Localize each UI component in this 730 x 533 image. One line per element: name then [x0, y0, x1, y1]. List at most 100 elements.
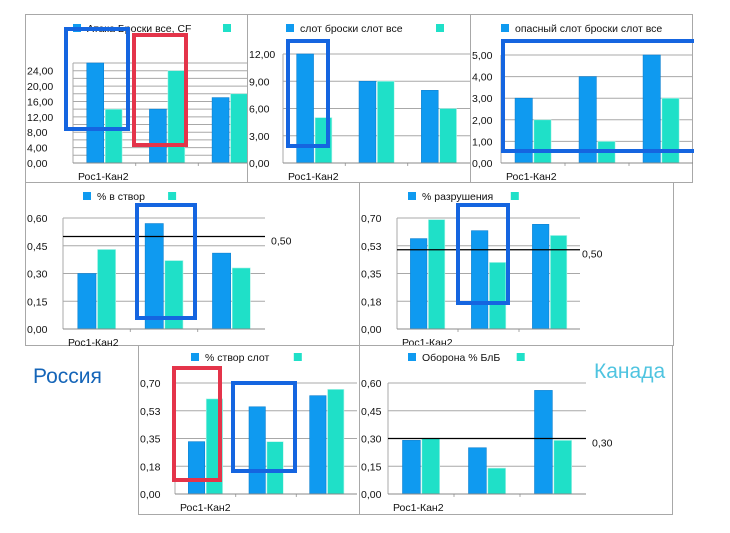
bar-attack-s1-c2: [230, 93, 248, 164]
legend-label-primary: Оборона % БлБ: [422, 352, 500, 364]
legend-swatch-secondary: [223, 24, 231, 32]
chart-svg-defense: Оборона % БлБ 0,00 0,15 0,30 0,45 0,60 Рос1-Ка…: [361, 352, 613, 514]
y-tick-label: 0,53: [140, 406, 161, 418]
y-tick-label: 8,00: [27, 127, 48, 139]
y-tick-label: 0,00: [140, 489, 161, 501]
x-category-label: Рос1-Кан2: [288, 171, 339, 183]
y-tick-label: 0,45: [361, 406, 382, 418]
y-tick-label: 20,00: [27, 81, 53, 93]
legend-label-primary: % разрушения: [422, 191, 493, 203]
y-tick-label: 12,00: [27, 112, 53, 124]
y-tick-label: 0,30: [361, 434, 382, 446]
bar-defense-s0-c0: [402, 440, 421, 495]
y-tick-label: 0,00: [27, 324, 48, 336]
y-tick-label: 0,60: [27, 213, 48, 225]
chart-svg-on_target_slot: % створ слот 0,00 0,18 0,35 0,53 0,70 Рос1-Кан…: [140, 352, 357, 514]
bar-attack-s0-c0: [86, 62, 105, 164]
bar-on_target_slot-s1-c2: [327, 389, 345, 495]
y-tick-label: 0,00: [361, 324, 382, 336]
bar-defense-s0-c1: [468, 447, 487, 495]
chart-svg-dangerous_slot: опасный слот броски слот все 0,00 1,00 2,00…: [472, 23, 694, 183]
threshold-label: 0,50: [582, 249, 603, 261]
y-tick-label: 0,53: [361, 241, 382, 253]
y-tick-label: 0,30: [27, 269, 48, 281]
chart-panel-on-target: % в створ 0,00 0,15 0,30 0,45 0,60 Рос1-Кан2 0,…: [25, 182, 360, 347]
bar-on_target_slot-s1-c1: [266, 441, 284, 495]
legend-swatch-secondary: [516, 353, 525, 361]
bar-dangerous_slot-s1-c2: [661, 97, 680, 164]
y-tick-label: 0,00: [361, 489, 382, 501]
legend-label-primary: Атака Броски все, CF: [87, 23, 191, 35]
chart-panel-slot-shots: слот броски слот все 0,00 3,00 6,00 9,00 12,0…: [247, 14, 471, 183]
y-tick-label: 3,00: [249, 131, 270, 143]
y-tick-label: 0,15: [27, 296, 48, 308]
y-tick-label: 0,00: [472, 158, 493, 170]
highlight-box-blue: [456, 203, 510, 305]
y-tick-label: 6,00: [249, 104, 270, 116]
y-tick-label: 0,70: [140, 378, 161, 390]
bar-on_target-s1-c2: [231, 267, 251, 330]
bar-slot_shots-s1-c2: [439, 108, 457, 164]
y-tick-label: 3,00: [472, 93, 493, 105]
bar-on_target-s1-c0: [97, 249, 116, 330]
highlight-box-red: [172, 366, 222, 482]
threshold-label: 0,50: [271, 236, 292, 248]
y-tick-label: 0,60: [361, 378, 382, 390]
legend-swatch-primary: [408, 353, 416, 361]
legend-label-primary: % в створ: [97, 191, 145, 203]
chart-svg-destruction: % разрушения 0,00 0,18 0,35 0,53 0,70 Рос1-Кан…: [361, 191, 603, 347]
bar-defense-s1-c1: [487, 467, 506, 495]
bar-dangerous_slot-s1-c0: [533, 119, 552, 164]
bar-attack-s1-c0: [104, 108, 123, 164]
y-tick-label: 9,00: [249, 76, 270, 88]
legend-swatch-primary: [286, 24, 294, 32]
legend-swatch-primary: [83, 192, 91, 200]
y-tick-label: 5,00: [472, 50, 493, 62]
bar-slot_shots-s0-c1: [358, 80, 377, 164]
chart-svg-attack: Атака Броски все, CF 0,00 4,00 8,00 12,00 16,…: [27, 23, 249, 183]
chart-svg-on_target: % в створ 0,00 0,15 0,30 0,45 0,60 Рос1-Кан2 0,…: [27, 191, 292, 347]
chart-svg-slot_shots: слот броски слот все 0,00 3,00 6,00 9,00 12,0…: [249, 23, 470, 183]
y-tick-label: 0,35: [361, 269, 382, 281]
x-category-label: Рос1-Кан2: [78, 171, 129, 183]
legend-swatch-primary: [191, 353, 199, 361]
bar-on_target-s0-c1: [144, 223, 164, 330]
y-tick-label: 0,15: [361, 461, 382, 473]
y-tick-label: 0,45: [27, 241, 48, 253]
highlight-box-blue: [501, 39, 694, 153]
legend-swatch-secondary: [436, 24, 444, 32]
bar-defense-s1-c2: [553, 440, 572, 495]
y-tick-label: 2,00: [472, 115, 493, 127]
legend-label-primary: слот броски слот все: [300, 23, 403, 35]
chart-panel-dangerous-slot: опасный слот броски слот все 0,00 1,00 2,00…: [470, 14, 694, 183]
bar-attack-s0-c2: [211, 97, 230, 164]
bar-destruction-s0-c2: [532, 224, 550, 330]
y-tick-label: 0,35: [140, 434, 161, 446]
legend-swatch-primary: [408, 192, 416, 200]
chart-panel-destruction: % разрушения 0,00 0,18 0,35 0,53 0,70 Рос1-Кан…: [359, 182, 674, 347]
bar-on_target_slot-s0-c1: [248, 406, 266, 495]
legend-label-primary: % створ слот: [205, 352, 269, 364]
y-tick-label: 0,18: [361, 296, 382, 308]
y-tick-label: 0,18: [140, 461, 161, 473]
bar-on_target_slot-s0-c0: [188, 441, 206, 495]
legend-swatch-secondary: [510, 192, 519, 200]
chart-panel-attack: Атака Броски все, CF 0,00 4,00 8,00 12,00 16,…: [25, 14, 249, 183]
highlight-box-blue: [286, 39, 330, 148]
y-tick-label: 1,00: [472, 136, 493, 148]
y-tick-label: 0,00: [27, 158, 48, 170]
bar-slot_shots-s1-c1: [377, 80, 395, 164]
bar-destruction-s0-c0: [410, 238, 428, 330]
x-category-label: Рос1-Кан2: [506, 171, 557, 183]
legend-swatch-secondary: [293, 353, 302, 361]
bar-destruction-s0-c1: [471, 230, 489, 330]
bar-attack-s1-c1: [167, 70, 186, 164]
bar-on_target-s0-c2: [212, 252, 231, 330]
x-category-label: Рос1-Кан2: [393, 502, 444, 514]
bar-destruction-s1-c0: [428, 219, 446, 330]
highlight-box-blue: [231, 381, 297, 473]
y-tick-label: 4,00: [472, 72, 493, 84]
y-tick-label: 0,00: [249, 158, 270, 170]
bar-defense-s1-c0: [421, 438, 440, 495]
legend-swatch-primary: [501, 24, 509, 32]
